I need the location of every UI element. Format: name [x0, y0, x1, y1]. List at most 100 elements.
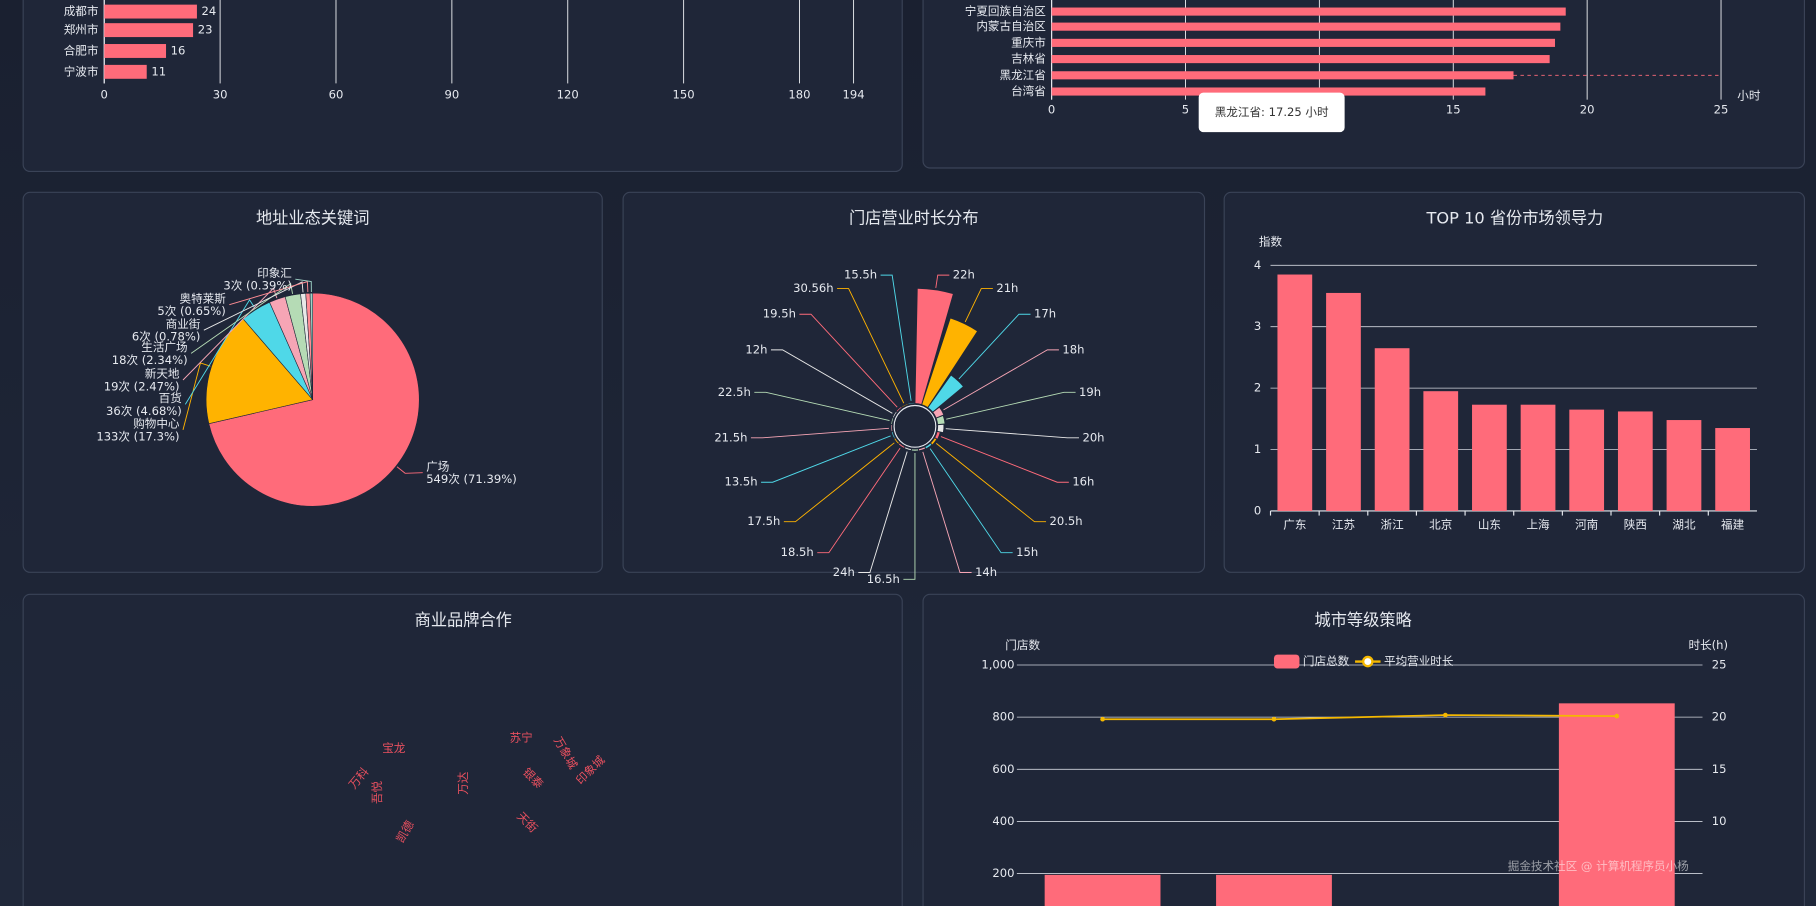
bar — [1666, 420, 1702, 511]
rose-sector — [922, 318, 977, 407]
y-tick-label: 郑州市 — [64, 23, 99, 37]
line-point — [1614, 713, 1620, 719]
axis-label: 门店数 — [1005, 638, 1040, 652]
value-label: 36次 (4.68%) — [106, 404, 182, 418]
line-point — [1100, 716, 1105, 722]
legend-icon — [1273, 654, 1300, 669]
word: 吾悦 — [370, 780, 384, 804]
rose-sector — [918, 447, 926, 451]
rose-sector — [933, 407, 944, 418]
rose-sector — [936, 416, 945, 425]
y-tick-label: 600 — [992, 762, 1014, 776]
bar — [1472, 404, 1507, 511]
label-line — [783, 442, 895, 523]
sector-label: 16h — [1072, 475, 1094, 489]
rose-sector — [925, 443, 932, 449]
label-line — [837, 288, 905, 404]
legend-label: 平均营业时长 — [1384, 654, 1454, 668]
bar — [1326, 292, 1361, 511]
sector-label: 19h — [1079, 385, 1101, 399]
chart-title: 地址业态关键词 — [256, 208, 369, 227]
y-tick-label: 宁波市 — [64, 64, 99, 78]
value-label: 16 — [171, 43, 186, 57]
rose-sector — [937, 424, 944, 433]
pie-slice — [208, 292, 420, 507]
label-line — [945, 428, 1079, 439]
sector-label: 21h — [996, 281, 1018, 295]
label-line — [229, 281, 309, 306]
y-tick-label: 黑龙江省 — [1000, 68, 1046, 82]
sector-label: 18h — [1062, 342, 1084, 356]
y-tick-label: 合肥市 — [64, 43, 99, 57]
panel — [622, 191, 1206, 573]
rose-sector — [891, 418, 894, 425]
x-tick-label: 120 — [557, 88, 579, 102]
label-line — [922, 451, 972, 573]
y-tick-label: 400 — [992, 814, 1014, 828]
x-tick-label: 15 — [1446, 103, 1461, 117]
rose-sector — [896, 406, 902, 412]
x-tick-label: 90 — [444, 88, 459, 102]
y-tick-label: 重庆市 — [1011, 35, 1046, 49]
label-line — [958, 313, 1031, 380]
bar — [1051, 71, 1514, 80]
y2-tick-label: 25 — [1712, 658, 1727, 672]
rose-sector — [915, 288, 953, 405]
x-tick-label: 福建 — [1721, 517, 1745, 531]
panel — [22, 593, 903, 906]
value-label: 5次 (0.65%) — [157, 304, 225, 318]
x-tick-label: 0 — [1048, 103, 1055, 117]
label-line — [943, 349, 1059, 411]
bar — [1051, 55, 1550, 64]
chart-title: TOP 10 省份市场领导力 — [1426, 208, 1604, 227]
sector-label: 17.5h — [747, 514, 780, 528]
label-line — [858, 451, 908, 573]
chart-title: 门店营业时长分布 — [849, 208, 979, 227]
bar — [1423, 391, 1459, 511]
x-tick-label: 30 — [213, 88, 228, 102]
sector-label: 19.5h — [763, 307, 796, 321]
inner-ring — [893, 404, 937, 448]
x-tick-label: 上海 — [1526, 517, 1550, 531]
sector-label: 22h — [953, 268, 975, 282]
slice-label: 生活广场 — [141, 340, 187, 354]
x-tick-label: 194 — [843, 88, 865, 102]
rose-sector — [902, 404, 908, 407]
chart-title: 商业品牌合作 — [415, 610, 512, 629]
y-tick-label: 800 — [992, 710, 1014, 724]
sector-label: 21.5h — [714, 430, 747, 444]
bar — [1044, 874, 1161, 906]
slice-label: 新天地 — [145, 367, 180, 381]
label-line — [929, 448, 1013, 554]
label-line — [799, 313, 898, 408]
tooltip-text: 黑龙江省: 17.25 小时 — [1215, 105, 1329, 119]
sector-label: 20h — [1082, 430, 1104, 444]
rose-sector — [908, 402, 915, 405]
y-tick-label: 宁夏回族自治区 — [965, 4, 1046, 18]
label-line — [880, 274, 912, 401]
axis-label: 指数 — [1259, 235, 1283, 249]
slice-label: 商业街 — [166, 317, 201, 331]
value-label: 23 — [198, 23, 213, 37]
x-tick-label: 150 — [673, 88, 695, 102]
slice-label: 印象汇 — [257, 266, 292, 280]
axis-label: 时长(h) — [1689, 638, 1729, 652]
y-tick-label: 台湾省 — [1011, 84, 1046, 98]
value-label: 6次 (0.78%) — [132, 330, 200, 344]
y2-tick-label: 10 — [1712, 814, 1727, 828]
bar — [1558, 703, 1675, 906]
y-tick-label: 内蒙古自治区 — [976, 19, 1046, 33]
bar — [104, 44, 167, 58]
rose-sector — [891, 431, 895, 438]
value-label: 18次 (2.34%) — [112, 353, 188, 367]
rose-sector — [911, 449, 919, 451]
label-line — [190, 282, 294, 354]
label-line — [754, 391, 890, 421]
panel — [1223, 191, 1805, 573]
x-tick-label: 河南 — [1575, 517, 1598, 531]
label-line — [935, 274, 950, 289]
bar — [104, 4, 197, 19]
bar — [1277, 274, 1313, 511]
y-tick-label: 1 — [1254, 442, 1261, 456]
bar — [1051, 38, 1556, 47]
